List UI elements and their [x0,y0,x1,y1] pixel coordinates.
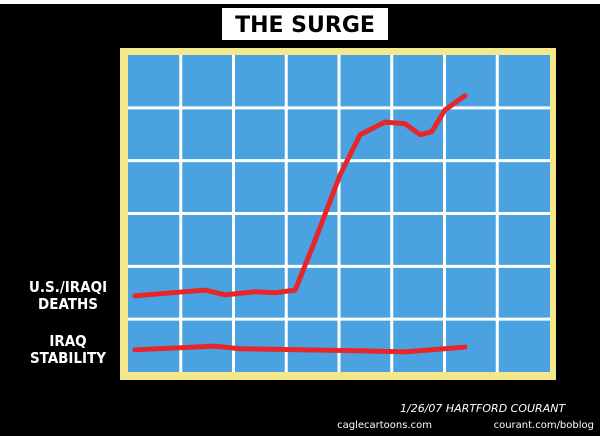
signature: 1/26/07 HARTFORD COURANT [400,402,566,415]
data-line [132,93,468,299]
series-label: U.S./IRAQI DEATHS [28,277,108,313]
chart-title: THE SURGE [235,13,375,38]
series-label: IRAQ STABILITY [29,331,107,367]
credit: caglecartoons.com [337,420,432,431]
credit: courant.com/boblog [494,420,594,431]
data-line [132,343,468,355]
title-box [222,8,388,40]
